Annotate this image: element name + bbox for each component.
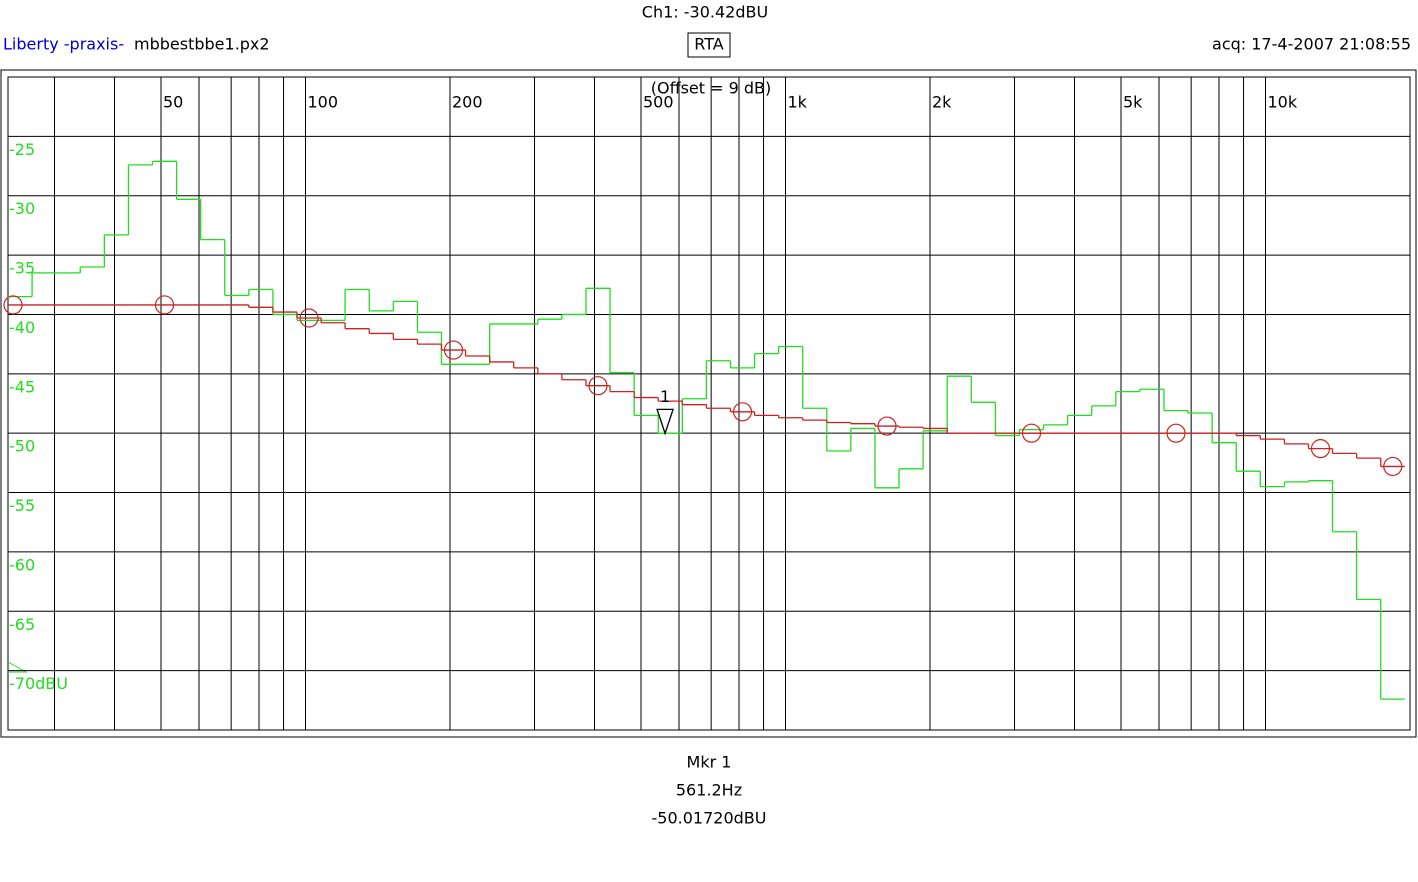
series-marker bbox=[588, 376, 608, 396]
y-tick-label: -40 bbox=[9, 318, 35, 337]
x-tick-label: 5k bbox=[1123, 93, 1143, 112]
footer-frequency: 561.2Hz bbox=[676, 781, 742, 800]
x-tick-label: 1k bbox=[788, 93, 808, 112]
series-marker bbox=[1021, 423, 1042, 443]
y-tick-label: -65 bbox=[9, 615, 35, 634]
series-marker bbox=[154, 295, 175, 315]
y-tick-label: -30 bbox=[9, 199, 35, 218]
file-name: mbbestbbe1.px2 bbox=[134, 35, 270, 54]
marker-triangle bbox=[656, 408, 674, 436]
brand: Liberty -praxis- bbox=[3, 35, 124, 54]
x-tick-label: 100 bbox=[308, 93, 339, 112]
y-tick-label: -25 bbox=[9, 140, 35, 159]
marker-label: 1 bbox=[660, 387, 670, 406]
x-tick-label: 500 bbox=[643, 93, 674, 112]
series-marker bbox=[299, 308, 319, 328]
channel-readout: Ch1: -30.42dBU bbox=[642, 3, 768, 22]
mode: RTA bbox=[694, 35, 723, 54]
y-tick-label: -70dBU bbox=[9, 674, 68, 693]
series-marker bbox=[3, 295, 23, 315]
outer-frame bbox=[0, 69, 1417, 738]
y-tick-label: -35 bbox=[9, 259, 35, 278]
x-tick-label: 2k bbox=[932, 93, 952, 112]
series-marker bbox=[1383, 456, 1403, 477]
y-tick-label: -50 bbox=[9, 437, 35, 456]
x-tick-label: 50 bbox=[163, 93, 183, 112]
series-marker bbox=[1310, 439, 1331, 459]
mode-box bbox=[687, 32, 731, 58]
x-tick-label: 200 bbox=[452, 93, 483, 112]
y-tick-label: -55 bbox=[9, 496, 35, 515]
x-tick-label: 10k bbox=[1268, 93, 1298, 112]
y-tick-label: -45 bbox=[9, 377, 35, 396]
plot-frame bbox=[7, 76, 1411, 731]
footer-level: -50.01720dBU bbox=[652, 809, 767, 828]
series-marker bbox=[443, 340, 464, 360]
y-tick-label: -60 bbox=[9, 555, 35, 574]
acquired: acq: 17-4-2007 21:08:55 bbox=[1212, 35, 1411, 54]
offscreen-indicator bbox=[7, 661, 28, 673]
series-marker bbox=[1166, 423, 1186, 443]
series-marker bbox=[732, 402, 753, 422]
series-marker bbox=[877, 416, 897, 436]
footer-marker: Mkr 1 bbox=[687, 753, 732, 772]
